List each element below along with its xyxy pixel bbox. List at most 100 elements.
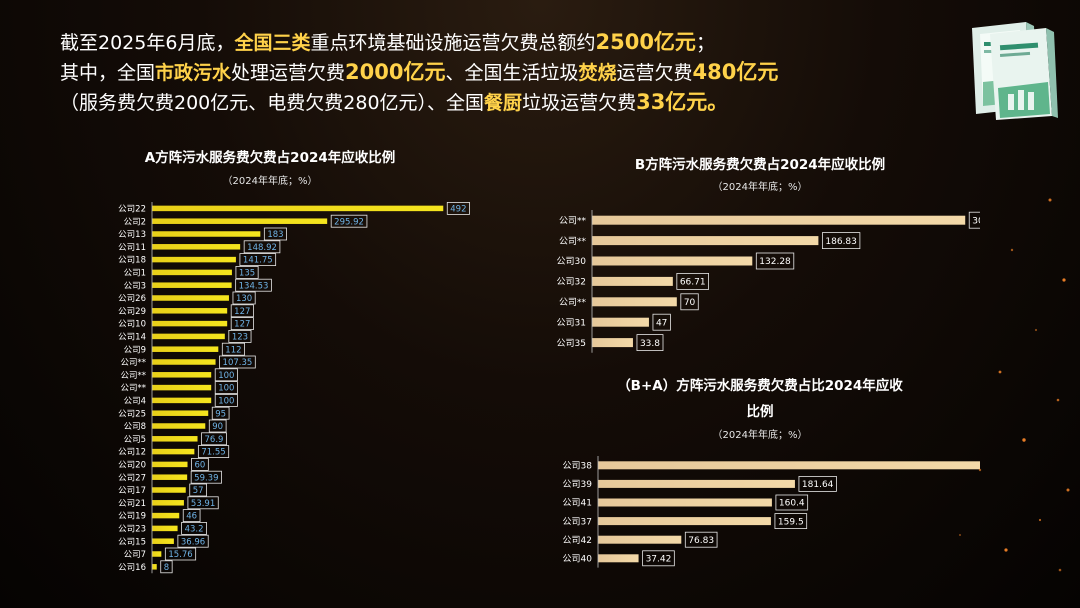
chart-c-category-label: 公司40 xyxy=(563,554,593,565)
chart-b-category-label: 公司** xyxy=(559,215,587,226)
chart-c-value-label: 37.42 xyxy=(646,555,672,565)
chart-a-value-label: 134.53 xyxy=(239,281,269,291)
chart-a-value-box xyxy=(191,457,209,471)
headline-line-1-segment-3: 2500亿元 xyxy=(595,30,696,54)
chart-c-value-box xyxy=(684,531,718,548)
headline-line-3-segment-3: 33亿元。 xyxy=(636,90,729,114)
chart-a-value-box xyxy=(189,483,207,497)
headline-line-3-segment-1: 餐厨 xyxy=(484,92,523,114)
chart-a-value-label: 100 xyxy=(218,384,234,394)
chart-b-value-box xyxy=(676,273,710,290)
chart-a-value-box xyxy=(214,381,238,395)
chart-a-value-box xyxy=(228,329,252,343)
chart-c-title: （B+A）方阵污水服务费欠费占比2024年应收 xyxy=(617,378,903,394)
chart-c-title-line-2: 比例 xyxy=(746,404,774,420)
chart-a-value-label: 127 xyxy=(234,320,250,330)
chart-a-category-label: 公司10 xyxy=(118,320,146,330)
chart-c-value-label: 159.5 xyxy=(778,517,804,527)
chart-b-category-label: 公司32 xyxy=(557,277,586,288)
chart-a-category-label: 公司4 xyxy=(124,396,146,406)
chart-b-value-label: 308.00 xyxy=(972,216,980,226)
chart-a-bar xyxy=(152,410,209,416)
chart-b-value-box xyxy=(968,211,980,229)
chart-a-bar xyxy=(152,308,228,314)
chart-a-bar xyxy=(152,474,188,480)
chart-a-bar xyxy=(152,295,229,301)
chart-c-category-label: 公司41 xyxy=(563,498,592,509)
chart-a-value-box xyxy=(239,253,277,266)
headline-line-2: 其中，全国市政污水处理运营欠费2000亿元、全国生活垃圾焚烧运营欠费480亿元 xyxy=(60,58,940,88)
chart-a-category-label: 公司26 xyxy=(118,294,146,304)
chart-a-value-label: 71.55 xyxy=(201,448,225,458)
chart-b-bar xyxy=(592,236,819,246)
chart-a-value-label: 95 xyxy=(215,409,226,419)
chart-a-bar xyxy=(152,372,212,378)
chart-a-value-label: 295.92 xyxy=(334,217,364,227)
chart-a-value-label: 130 xyxy=(236,294,252,304)
chart-c-value-label: 76.83 xyxy=(688,536,714,546)
chart-a-bar xyxy=(152,269,232,276)
chart-a-category-label: 公司2 xyxy=(124,217,146,227)
chart-a-value-box xyxy=(182,509,201,523)
chart-a-value-box xyxy=(214,393,238,407)
chart-c-category-label: 公司39 xyxy=(563,479,593,490)
chart-a-bar xyxy=(152,436,198,442)
chart-b-bar xyxy=(592,338,633,348)
chart-b-title: B方阵污水服务费欠费占2024年应收比例 xyxy=(634,157,886,173)
chart-a-category-label: 公司19 xyxy=(118,512,146,522)
chart-b-value-box xyxy=(680,293,699,311)
chart-a-value-box xyxy=(221,342,245,356)
chart-c-bar xyxy=(598,479,795,488)
chart-a-bar xyxy=(152,205,444,212)
chart-a-value-box xyxy=(208,419,227,433)
chart-a-bar xyxy=(152,320,228,327)
chart-a-category-label: 公司9 xyxy=(124,345,146,355)
headline-line-2-segment-3: 2000亿元 xyxy=(345,60,446,84)
chart-a-value-label: 53.91 xyxy=(191,499,215,509)
chart-a-category-label: 公司16 xyxy=(118,563,146,573)
chart-b-bar xyxy=(592,297,677,307)
chart-a-category-label: 公司5 xyxy=(124,435,146,445)
chart-a-value-box xyxy=(181,521,207,535)
headline-line-2-segment-6: 运营欠费 xyxy=(616,62,693,84)
chart-a-category-label: 公司13 xyxy=(118,230,146,240)
chart-a-value-label: 60 xyxy=(195,460,206,470)
chart-a-bar xyxy=(152,218,328,224)
chart-c-bar xyxy=(598,554,639,563)
chart-a-value-label: 57 xyxy=(193,486,204,496)
chart-a-bar xyxy=(152,359,216,365)
headline-line-2-segment-5: 焚烧 xyxy=(578,62,617,84)
chart-b-value-box xyxy=(755,252,795,270)
headline-line-3-segment-2: 垃圾运营欠费 xyxy=(522,92,637,114)
chart-c-value-box xyxy=(775,494,809,511)
chart-a-value-box xyxy=(214,368,238,382)
chart-b-value-label: 66.71 xyxy=(680,278,706,288)
chart-c: 公司38359.87公司39181.64公司41160.4公司37159.5公司… xyxy=(563,456,980,568)
chart-a-category-label: 公司15 xyxy=(118,537,146,547)
chart-a-value-box xyxy=(219,355,256,369)
chart-a-bar xyxy=(152,384,212,391)
chart-a-value-label: 112 xyxy=(225,345,241,355)
chart-b-value-label: 47 xyxy=(656,318,667,328)
chart-a-value-label: 8 xyxy=(164,563,169,573)
chart-b-category-label: 公司30 xyxy=(557,256,587,267)
headline-line-2-segment-0: 其中，全国 xyxy=(60,62,156,84)
chart-a-value-label: 183 xyxy=(267,230,283,240)
chart-c-value-box xyxy=(798,475,837,492)
chart-a-value-box xyxy=(160,560,173,574)
chart-a-value-box xyxy=(330,214,368,228)
chart-b-value-box xyxy=(652,313,671,331)
headline-line-2-segment-7: 480亿元 xyxy=(692,60,779,84)
chart-a-value-box xyxy=(230,304,254,318)
chart-a-value-box xyxy=(230,317,254,330)
chart-a-category-label: 公司17 xyxy=(118,486,146,496)
chart-a-category-label: 公司8 xyxy=(124,422,146,432)
spark-decoration xyxy=(959,198,1070,572)
headline-line-3-segment-0: （服务费欠费200亿元、电费欠费280亿元）、全国 xyxy=(60,92,485,114)
chart-b-subtitle: （2024年年底；%） xyxy=(712,182,808,193)
headline-line-1-segment-1: 全国三类 xyxy=(234,32,311,54)
chart-a-value-box xyxy=(190,470,222,484)
headline-line-1-segment-4: ； xyxy=(695,32,715,54)
chart-c-category-label: 公司42 xyxy=(563,535,592,546)
